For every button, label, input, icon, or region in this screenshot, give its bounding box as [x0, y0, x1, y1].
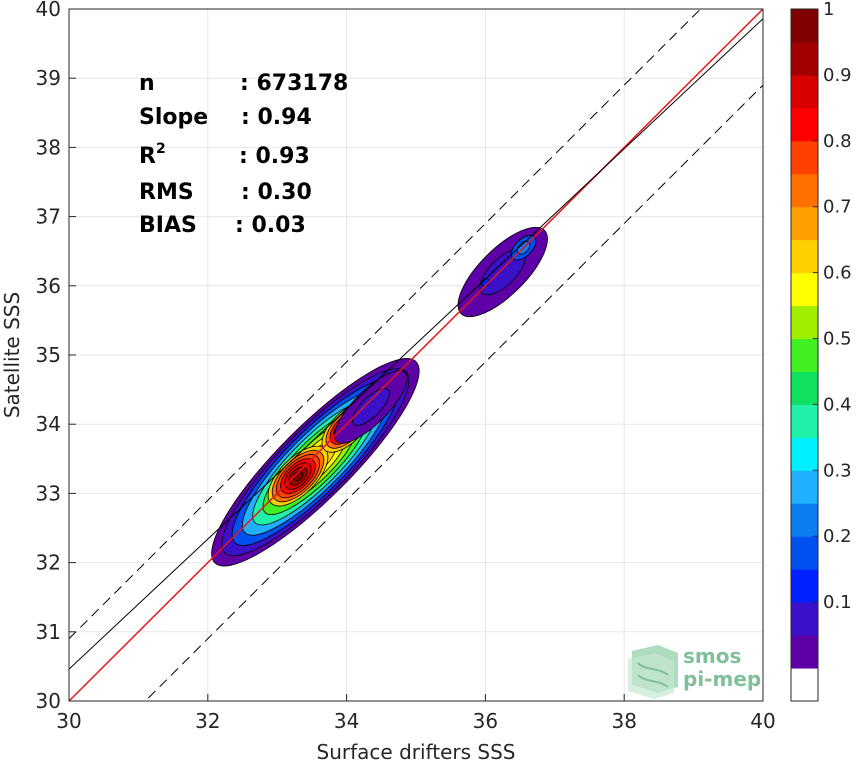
- colorbar-segment: [791, 404, 818, 438]
- logo-text-line2: pi-mep: [683, 667, 761, 691]
- colorbar-tick-label: 0.5: [823, 329, 852, 350]
- y-ticks: 30 31 32 33 34 35 36 37 38 39 40: [36, 0, 76, 713]
- x-tick-label: 30: [56, 709, 81, 733]
- colorbar-tick-label: 0.4: [823, 394, 852, 415]
- y-axis-label: Satellite SSS: [0, 292, 24, 418]
- grid: [68, 8, 764, 702]
- stat-key: R: [139, 144, 156, 169]
- logo-wave: [637, 662, 669, 676]
- stat-label: Slope: [139, 105, 208, 130]
- upper-bound-line: [69, 9, 702, 640]
- stat-key: RMS: [139, 180, 194, 205]
- stat-separator: :: [240, 71, 256, 96]
- colorbar-segment: [791, 107, 818, 142]
- reference-lines: [69, 9, 763, 701]
- x-tick-label: 32: [195, 709, 220, 733]
- logo-wave: [637, 674, 669, 688]
- contour-level: [292, 470, 304, 482]
- stat-value: : 0.94: [241, 105, 312, 130]
- colorbar-segment: [791, 371, 818, 405]
- identity-line: [69, 9, 763, 701]
- y-tick-label: 32: [36, 551, 61, 575]
- x-axis-label: Surface drifters SSS: [317, 740, 516, 764]
- colorbar-segment: [791, 437, 818, 471]
- colorbar-tick-label: 0.3: [823, 460, 852, 481]
- colorbar-segment: [791, 635, 818, 669]
- stat-value: : 0.30: [241, 180, 312, 205]
- colorbar-segment: [791, 338, 818, 372]
- colorbar-segment: [791, 536, 818, 570]
- colorbar-segment: [791, 569, 818, 603]
- y-tick-label: 36: [36, 274, 61, 298]
- colorbar-segment: [791, 602, 818, 636]
- stat-number: 0.03: [251, 213, 305, 238]
- logo-mark: [628, 645, 678, 699]
- stat-number: 0.94: [257, 105, 311, 130]
- logo-shape: [628, 653, 674, 699]
- stat-separator: :: [241, 105, 257, 130]
- colorbar-tick-label: 0.8: [823, 131, 852, 152]
- colorbar-segment: [791, 41, 818, 76]
- y-tick-label: 39: [36, 66, 61, 90]
- stat-superscript: 2: [156, 141, 166, 157]
- stat-separator: :: [239, 144, 255, 169]
- logo-text-line1: smos: [683, 644, 741, 668]
- stat-label: BIAS: [139, 213, 197, 238]
- colorbar-segment: [791, 503, 818, 537]
- colorbar-tick-label: 1: [823, 0, 834, 20]
- stat-key: Slope: [139, 105, 208, 130]
- colorbar-frame: [790, 8, 819, 702]
- colorbar: 0.1 0.2 0.3 0.4 0.5 0.6 0.7 0.8 0.9 1: [790, 0, 852, 702]
- y-tick-label: 35: [36, 343, 61, 367]
- contour-level: [352, 388, 390, 426]
- stat-value: : 0.93: [239, 144, 310, 169]
- colorbar-segment: [791, 140, 818, 175]
- colorbar-segment: [791, 305, 818, 340]
- colorbar-tick-label: 0.6: [823, 263, 852, 284]
- colorbar-segment: [791, 9, 818, 43]
- colorbar-tick-label: 0.9: [823, 65, 852, 86]
- colorbar-segment: [791, 668, 818, 702]
- colorbar-tick-label: 0.2: [823, 526, 852, 547]
- lower-bound-line: [144, 84, 763, 701]
- x-tick-label: 34: [334, 709, 359, 733]
- x-tick-label: 36: [473, 709, 498, 733]
- colorbar-segment: [791, 173, 818, 208]
- x-ticks: 30 32 34 36 38 40: [56, 694, 776, 733]
- density-cluster-tail: [334, 370, 408, 444]
- colorbar-segment: [791, 74, 818, 109]
- stat-separator: :: [241, 180, 257, 205]
- stat-number: 0.30: [257, 180, 311, 205]
- stat-value: : 0.03: [235, 213, 306, 238]
- colorbar-tick-label: 0.7: [823, 197, 852, 218]
- stat-label: n: [139, 71, 155, 96]
- colorbar-segment: [791, 272, 818, 307]
- stat-label: R2: [139, 141, 166, 169]
- colorbar-segment: [791, 206, 818, 241]
- colorbar-segment: [791, 470, 818, 504]
- stat-number: 673178: [256, 71, 348, 96]
- y-tick-label: 30: [36, 689, 61, 713]
- stat-label: RMS: [139, 180, 194, 205]
- y-tick-label: 40: [36, 0, 61, 21]
- fit-line: [69, 18, 763, 670]
- colorbar-segment: [791, 239, 818, 274]
- x-tick-label: 40: [750, 709, 775, 733]
- stat-value: : 673178: [240, 71, 348, 96]
- y-tick-label: 31: [36, 620, 61, 644]
- y-tick-label: 33: [36, 481, 61, 505]
- y-tick-label: 38: [36, 135, 61, 159]
- x-tick-label: 38: [611, 709, 636, 733]
- y-tick-label: 34: [36, 412, 61, 436]
- stat-key: n: [139, 71, 155, 96]
- colorbar-tick-label: 0.1: [823, 592, 852, 613]
- y-tick-label: 37: [36, 205, 61, 229]
- stat-number: 0.93: [255, 144, 309, 169]
- stat-separator: :: [235, 213, 251, 238]
- density-contours: [211, 226, 548, 567]
- stat-key: BIAS: [139, 213, 197, 238]
